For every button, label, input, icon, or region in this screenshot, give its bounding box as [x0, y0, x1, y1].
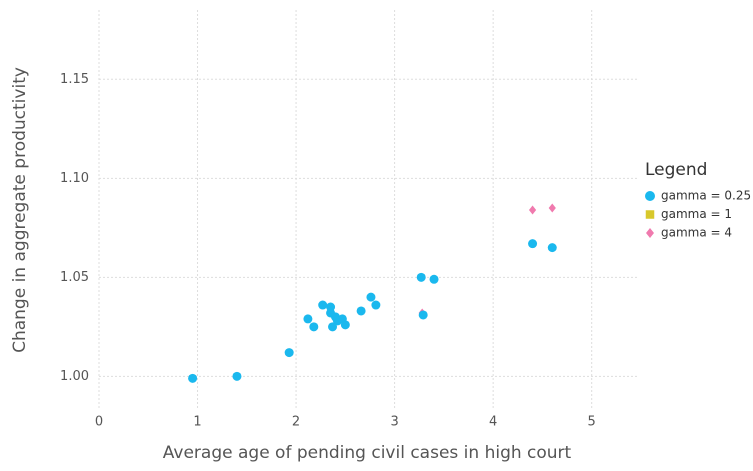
- y-axis-label: Change in aggregate productivity: [10, 67, 30, 353]
- x-axis-label: Average age of pending civil cases in hi…: [163, 443, 572, 463]
- point: [429, 274, 439, 284]
- point: [232, 371, 242, 381]
- x-tick-label: 3: [390, 415, 398, 430]
- point: [188, 373, 198, 383]
- legend-label: gamma = 0.25: [661, 189, 751, 203]
- x-tick-label: 5: [588, 415, 596, 430]
- point: [366, 292, 376, 302]
- y-tick-label: 1.00: [60, 369, 89, 384]
- point: [528, 239, 538, 249]
- point: [309, 322, 319, 332]
- legend-title: Legend: [645, 160, 707, 180]
- x-tick-label: 2: [292, 415, 300, 430]
- y-tick-label: 1.05: [60, 270, 89, 285]
- legend-label: gamma = 1: [661, 207, 732, 221]
- point: [284, 348, 294, 358]
- point: [340, 320, 350, 330]
- legend-label: gamma = 4: [661, 226, 732, 240]
- point: [318, 300, 328, 310]
- legend-marker: [645, 210, 655, 219]
- point: [303, 314, 313, 324]
- y-tick-label: 1.15: [60, 72, 89, 87]
- legend-marker: [645, 191, 655, 201]
- point: [356, 306, 366, 316]
- x-tick-label: 0: [95, 415, 103, 430]
- point: [328, 322, 338, 332]
- y-tick-label: 1.10: [60, 171, 89, 186]
- point: [528, 205, 537, 215]
- point: [548, 203, 556, 213]
- x-tick-label: 1: [193, 415, 201, 430]
- x-tick-label: 4: [489, 415, 497, 430]
- point: [418, 310, 428, 320]
- point: [547, 243, 557, 253]
- point: [371, 300, 381, 310]
- point: [416, 272, 426, 282]
- legend-marker: [646, 228, 654, 238]
